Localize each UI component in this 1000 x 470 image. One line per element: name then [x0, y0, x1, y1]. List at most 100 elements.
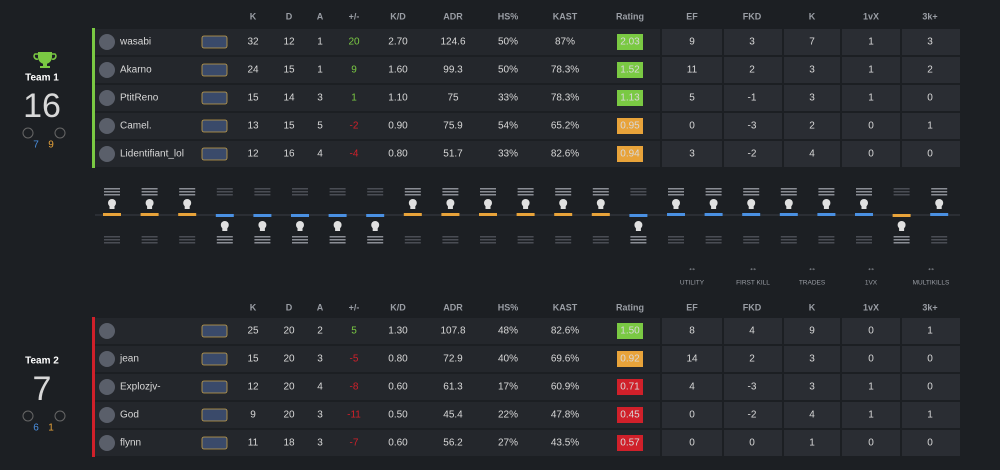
- stat-value: 9: [809, 326, 815, 337]
- rating-value: 1.13: [620, 93, 640, 104]
- stat-value: 43.5%: [551, 438, 579, 449]
- row-bg: [95, 113, 660, 139]
- round-bar: [742, 213, 761, 216]
- kill-lines: [442, 188, 459, 190]
- category-label: 1VX: [865, 280, 878, 287]
- stat-value: -2: [748, 410, 757, 421]
- rating-badge: [617, 34, 643, 50]
- stat-value: -7: [350, 438, 359, 449]
- stat-value: 7: [809, 37, 815, 48]
- kill-lines: [592, 242, 609, 244]
- stat-cell-bg: [902, 85, 960, 111]
- player-name: Camel.: [120, 121, 152, 132]
- stat-cell-bg: [724, 318, 782, 344]
- kill-lines: [668, 188, 684, 190]
- stat-value: 15: [247, 354, 259, 365]
- round-bar: [855, 213, 873, 216]
- kill-lines: [931, 242, 948, 244]
- stat-value: 45.4: [443, 410, 463, 421]
- kill-lines: [104, 236, 120, 238]
- kill-lines: [555, 188, 572, 190]
- stat-value: 0.80: [388, 149, 408, 160]
- stat-cell-bg: [724, 85, 782, 111]
- stat-value: 78.3%: [551, 93, 579, 104]
- skull-icon: [598, 206, 604, 209]
- kill-lines: [404, 194, 421, 196]
- column-header: +/-: [349, 11, 360, 21]
- rating-badge: [617, 323, 643, 339]
- stat-value: 4: [809, 410, 815, 421]
- stat-value: 107.8: [440, 326, 465, 337]
- stat-cell-bg: [842, 374, 900, 400]
- player-name: wasabi: [119, 37, 151, 48]
- round-bar: [629, 214, 648, 217]
- kill-lines: [292, 242, 308, 244]
- skull-icon: [147, 206, 153, 209]
- stat-value: 5: [317, 121, 323, 132]
- stat-value: 3: [317, 410, 323, 421]
- rank-badge: [201, 408, 228, 422]
- stat-value: 20: [348, 37, 360, 48]
- player-name: Lidentifiant_lol: [120, 149, 184, 160]
- kill-lines: [442, 194, 459, 196]
- column-header: 1vX: [863, 302, 879, 312]
- kill-lines: [818, 194, 835, 196]
- kill-lines: [780, 188, 797, 190]
- rating-badge: [617, 351, 643, 367]
- rating-badge: [617, 90, 643, 106]
- stat-cell-bg: [724, 57, 782, 83]
- skull-icon: [222, 228, 228, 231]
- stat-value: 0: [868, 149, 874, 160]
- kill-lines: [705, 239, 722, 241]
- stat-value: 1: [351, 93, 357, 104]
- stat-value: 12: [247, 149, 259, 160]
- stat-value: 1: [868, 37, 874, 48]
- stat-value: 54%: [498, 121, 518, 132]
- kill-lines: [818, 242, 835, 244]
- skull-icon: [521, 199, 530, 207]
- stat-cell-bg: [902, 141, 960, 167]
- player-avatar: [99, 62, 115, 78]
- stat-value: 0.50: [388, 410, 408, 421]
- stat-value: 20: [283, 326, 295, 337]
- skull-icon: [560, 206, 566, 209]
- column-header: K: [809, 11, 816, 21]
- kill-lines: [141, 236, 158, 238]
- stat-value: 4: [317, 149, 323, 160]
- stat-value: 47.8%: [551, 410, 579, 421]
- kill-lines: [254, 239, 271, 241]
- stat-cell-bg: [662, 57, 722, 83]
- stat-value: -3: [748, 382, 757, 393]
- stat-value: 82.6%: [551, 149, 579, 160]
- kill-lines: [404, 236, 421, 238]
- stat-cell-bg: [784, 402, 840, 428]
- stat-cell-bg: [902, 430, 960, 456]
- kill-lines: [216, 236, 233, 238]
- skull-icon: [860, 199, 868, 207]
- skull-icon: [672, 199, 680, 207]
- kill-lines: [893, 239, 910, 241]
- player-avatar: [99, 146, 115, 162]
- stat-value: 1: [317, 65, 323, 76]
- kill-lines: [104, 239, 120, 241]
- player-avatar: [99, 34, 115, 50]
- row-bg: [95, 346, 660, 372]
- stat-value: 12: [283, 37, 295, 48]
- rating-value: 0.45: [620, 410, 640, 421]
- skull-icon: [899, 228, 905, 231]
- column-header: HS%: [498, 11, 519, 21]
- kill-lines: [104, 194, 120, 196]
- category-label: FIRST KILL: [736, 280, 770, 287]
- stat-cell-bg: [662, 29, 722, 55]
- rank-badge: [201, 63, 228, 77]
- stat-value: 0.60: [388, 438, 408, 449]
- kill-lines: [668, 194, 684, 196]
- stat-cell-bg: [724, 402, 782, 428]
- kill-lines: [893, 194, 910, 196]
- stat-value: 0: [927, 382, 933, 393]
- round-bar: [140, 213, 159, 216]
- stat-value: 20: [283, 382, 295, 393]
- stat-value: 4: [749, 326, 755, 337]
- stat-cell-bg: [662, 318, 722, 344]
- kill-lines: [743, 236, 760, 238]
